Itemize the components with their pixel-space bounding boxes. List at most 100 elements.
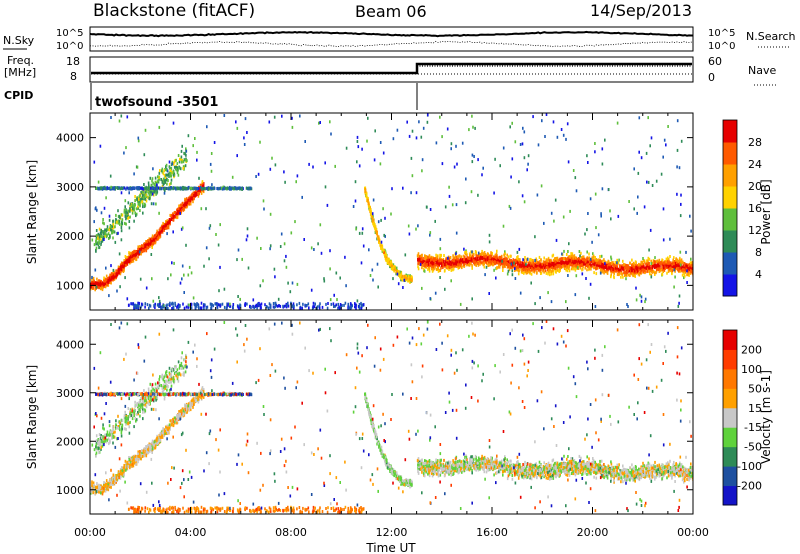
echo-point <box>491 260 494 264</box>
echo-point <box>172 218 175 222</box>
echo-point <box>137 247 139 251</box>
echo-point <box>376 230 378 234</box>
echo-point <box>253 306 256 310</box>
echo-point <box>463 257 465 261</box>
echo-point <box>308 306 310 310</box>
echo-point <box>435 253 437 257</box>
echo-point <box>682 264 685 268</box>
echo-point <box>145 193 147 197</box>
echo-point <box>488 233 491 237</box>
echo-point <box>409 278 412 282</box>
echo-point <box>148 188 150 192</box>
echo-point <box>444 260 447 264</box>
echo-point <box>446 265 448 269</box>
echo-point <box>129 215 131 219</box>
echo-point <box>438 261 440 265</box>
echo-point <box>111 272 114 276</box>
echo-point <box>465 250 468 254</box>
echo-point <box>103 186 106 190</box>
echo-point <box>522 265 525 269</box>
echo-point <box>568 255 570 259</box>
echo-point <box>650 275 653 279</box>
echo-point <box>172 212 174 216</box>
echo-point <box>312 165 314 169</box>
echo-point <box>401 277 403 281</box>
echo-point <box>494 253 497 257</box>
echo-point <box>126 115 129 119</box>
echo-point <box>456 261 458 265</box>
echo-point <box>620 264 623 268</box>
echo-point <box>360 303 363 307</box>
echo-point <box>483 251 486 254</box>
echo-point <box>633 263 636 267</box>
echo-point <box>319 223 322 227</box>
echo-point <box>421 169 423 173</box>
echo-point <box>176 162 179 166</box>
echo-point <box>562 265 564 269</box>
echo-point <box>581 263 583 267</box>
echo-point <box>590 265 593 269</box>
echo-point <box>329 249 331 253</box>
echo-point <box>180 160 183 164</box>
echo-point <box>590 263 592 267</box>
echo-point <box>187 196 190 200</box>
echo-point <box>477 262 479 265</box>
echo-point <box>536 271 538 275</box>
echo-point <box>644 297 647 301</box>
echo-point <box>609 209 611 213</box>
echo-point <box>443 259 445 263</box>
echo-point <box>218 303 220 307</box>
echo-point <box>155 237 157 241</box>
echo-point <box>287 304 290 308</box>
echo-point <box>102 236 104 240</box>
echo-point <box>641 260 644 264</box>
echo-point <box>180 209 183 213</box>
echo-point <box>136 165 139 169</box>
echo-point <box>590 267 592 271</box>
echo-point <box>97 186 99 190</box>
echo-point <box>651 268 653 272</box>
echo-point <box>244 304 246 307</box>
echo-point <box>614 268 617 272</box>
echo-point <box>452 259 454 262</box>
echo-point <box>188 200 190 204</box>
echo-point <box>158 171 161 175</box>
echo-point <box>667 125 669 128</box>
echo-point <box>682 260 684 264</box>
echo-point <box>548 259 551 263</box>
echo-point <box>168 220 170 224</box>
echo-point <box>97 236 99 240</box>
echo-point <box>486 256 489 260</box>
echo-point <box>674 275 676 279</box>
echo-point <box>644 271 646 275</box>
echo-point <box>617 269 619 273</box>
echo-point <box>175 212 177 216</box>
echo-point <box>626 303 628 306</box>
echo-point <box>581 268 583 272</box>
echo-point <box>296 282 299 286</box>
echo-point <box>650 273 653 277</box>
echo-point <box>128 255 130 259</box>
echo-point <box>633 269 636 273</box>
echo-point <box>165 306 168 310</box>
echo-point <box>191 193 193 197</box>
echo-point <box>599 264 601 268</box>
echo-point <box>250 186 252 190</box>
echo-point <box>274 302 277 306</box>
echo-point <box>636 270 639 274</box>
echo-point <box>455 203 458 207</box>
echo-point <box>112 225 115 229</box>
echo-point <box>546 259 548 263</box>
echo-point <box>606 261 609 265</box>
echo-point <box>318 306 321 310</box>
echo-point <box>164 226 167 230</box>
echo-point <box>504 257 507 261</box>
echo-point <box>307 302 310 306</box>
echo-point <box>453 264 456 268</box>
echo-point <box>434 266 436 270</box>
echo-point <box>422 263 424 267</box>
echo-point <box>633 270 635 274</box>
echo-point <box>163 305 165 309</box>
echo-point <box>624 270 627 274</box>
echo-point <box>452 256 455 260</box>
